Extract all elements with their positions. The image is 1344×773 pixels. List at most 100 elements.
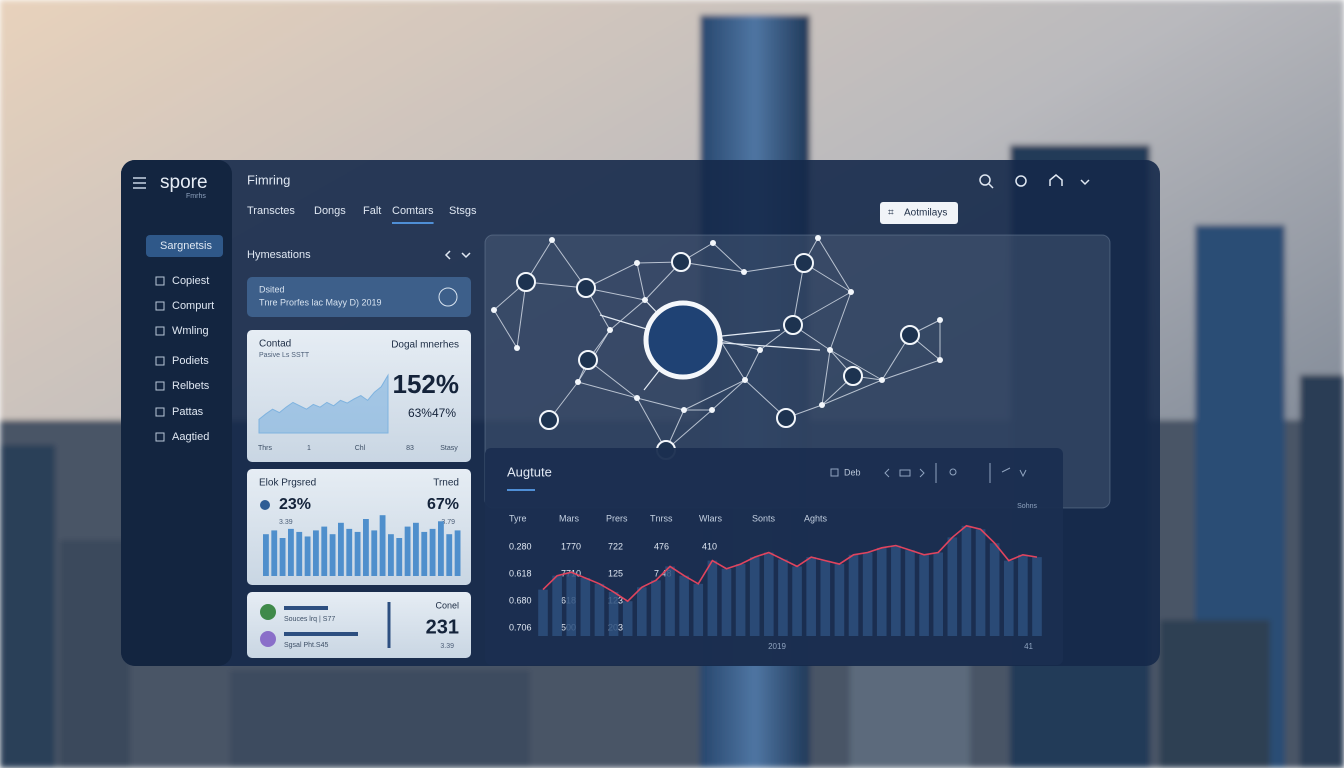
action-button[interactable] <box>880 202 958 224</box>
control-label[interactable]: Deb <box>844 467 861 477</box>
network-node[interactable] <box>794 253 814 273</box>
network-edge <box>743 262 805 273</box>
bar <box>279 538 286 576</box>
network-node[interactable] <box>516 272 536 292</box>
network-hub[interactable] <box>643 300 723 380</box>
tab[interactable]: Stsgs <box>449 205 477 217</box>
nav-item[interactable]: Sargnetsis <box>160 240 212 252</box>
table-cell: 0.680 <box>509 595 532 605</box>
progress <box>284 606 328 610</box>
area <box>258 373 389 434</box>
menu-icon[interactable] <box>133 177 146 189</box>
nav-item[interactable]: Aagtied <box>172 431 209 443</box>
bar <box>304 536 311 576</box>
network-edge <box>719 339 761 351</box>
bar <box>388 534 394 576</box>
tab[interactable]: Comtars <box>392 205 434 217</box>
network-dot <box>937 317 943 323</box>
nav-item[interactable]: Relbets <box>172 380 210 392</box>
button-icon: ⌗ <box>888 208 894 219</box>
tab[interactable]: Dongs <box>314 205 346 217</box>
line <box>542 524 1038 603</box>
tab[interactable]: Falt <box>363 205 381 217</box>
bar <box>665 566 675 636</box>
bar <box>413 522 419 576</box>
table-cell: 1770 <box>561 541 581 551</box>
network-dot <box>757 347 763 353</box>
bar <box>848 554 859 636</box>
table-header: Mars <box>559 513 579 523</box>
header-icons[interactable] <box>979 174 1090 189</box>
network-node[interactable] <box>576 278 596 298</box>
network-edge <box>881 359 941 381</box>
network-dot <box>491 307 497 313</box>
network-edge <box>525 281 587 289</box>
network-dot <box>681 407 687 413</box>
nav-item[interactable]: Copiest <box>172 275 209 287</box>
left-small: 3.39 <box>279 519 293 526</box>
network-node[interactable] <box>783 315 803 335</box>
nav-item[interactable]: Podiets <box>172 355 209 367</box>
nav-item[interactable]: Wmling <box>172 325 209 337</box>
panel-controls[interactable] <box>830 463 1027 483</box>
table-cell: 476 <box>654 541 669 551</box>
table-header: Tnrss <box>650 513 673 523</box>
bar <box>446 534 453 576</box>
bar <box>313 530 319 576</box>
network-node[interactable] <box>776 408 796 428</box>
bar <box>404 526 411 576</box>
bar <box>354 531 361 576</box>
footer-right: 41 <box>1024 642 1033 651</box>
network-node[interactable] <box>900 325 920 345</box>
network-node[interactable] <box>578 350 598 370</box>
network-node[interactable] <box>539 410 559 430</box>
network-dot <box>819 402 825 408</box>
bar <box>371 530 378 576</box>
network-dot <box>575 379 581 385</box>
sidebar <box>121 160 232 666</box>
bar <box>538 589 548 636</box>
bar <box>707 560 718 636</box>
nav-icon <box>155 276 165 286</box>
bar <box>288 528 294 576</box>
nav-item[interactable]: Compurt <box>172 300 214 312</box>
tagline: Fmrhs <box>186 193 206 200</box>
bar <box>961 525 972 636</box>
section-title: Hymesations <box>247 249 311 261</box>
nav-item[interactable]: Pattas <box>172 406 204 418</box>
network-edge <box>821 349 831 406</box>
bar <box>396 538 403 576</box>
notice-icon[interactable] <box>438 287 458 307</box>
network-node[interactable] <box>671 252 691 272</box>
bar <box>806 557 816 636</box>
table-cell: 125 <box>608 568 623 578</box>
bar <box>947 537 958 636</box>
x-label: Thrs <box>258 445 273 452</box>
network-dot <box>634 395 640 401</box>
bar <box>862 552 873 636</box>
bar <box>820 560 831 636</box>
action-button-label[interactable]: Aotmilays <box>904 208 947 219</box>
legend-dot <box>260 500 270 510</box>
brand: spore <box>160 172 208 193</box>
network-dot <box>827 347 833 353</box>
table-cell: 0.280 <box>509 541 532 551</box>
network-dot <box>514 345 520 351</box>
network-node[interactable] <box>843 366 863 386</box>
bar <box>363 519 369 576</box>
table-cell: 0.706 <box>509 622 532 632</box>
network-dot <box>709 407 715 413</box>
bar <box>721 568 732 636</box>
corner-label: Sohns <box>1017 503 1037 510</box>
bar <box>329 534 336 576</box>
nav-icon <box>155 407 165 417</box>
network-edge <box>712 242 745 273</box>
tab[interactable]: Transctes <box>247 205 295 217</box>
source-row: Souces lrq | S77 <box>284 616 335 623</box>
bar <box>792 566 802 636</box>
nav-active <box>146 235 223 257</box>
section-chevrons[interactable] <box>444 250 471 260</box>
table-cell: 410 <box>702 541 717 551</box>
table-header: Tyre <box>509 513 527 523</box>
